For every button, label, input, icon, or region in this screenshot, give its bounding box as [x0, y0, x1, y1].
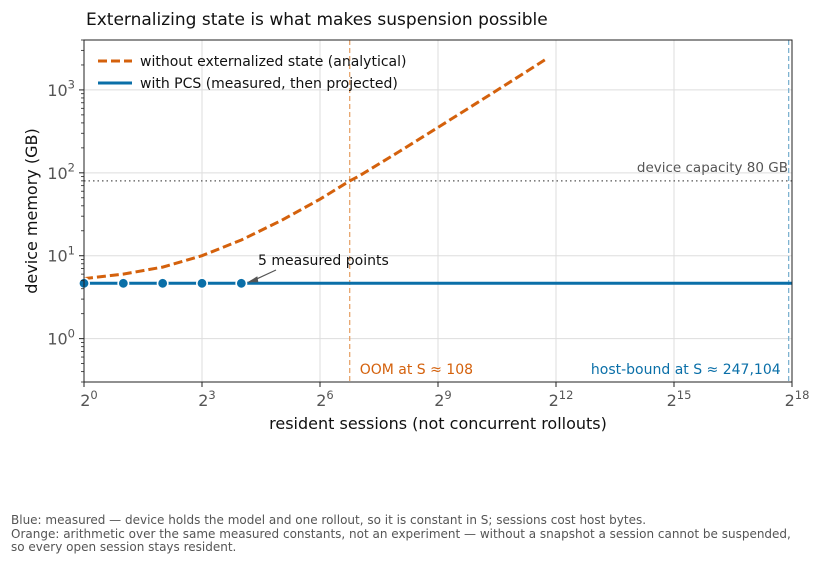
measured-point [235, 277, 248, 290]
x-tick-label: 26 [316, 388, 334, 410]
caption-line-orange: Orange: arithmetic over the same measure… [11, 526, 791, 554]
annotation-text: 5 measured points [258, 253, 389, 269]
measured-point [196, 277, 209, 290]
caption-line-blue: Blue: measured — device holds the model … [11, 513, 647, 527]
y-axis-label: device memory (GB) [22, 128, 41, 293]
legend-label-pcs: with PCS (measured, then projected) [140, 76, 398, 92]
reference-lines: device capacity 80 GB OOM at S ≈ 108 host-… [84, 40, 792, 382]
measured-point [156, 277, 169, 290]
x-tick-label: 23 [198, 388, 216, 410]
figure-caption: Blue: measured — device holds the model … [11, 513, 801, 555]
legend: without externalized state (analytical) w… [98, 54, 406, 92]
y-tick-label: 100 [47, 326, 75, 348]
x-tick-label: 218 [785, 388, 810, 410]
measured-point [117, 277, 130, 290]
series-line-analytical [84, 57, 548, 281]
host-bound-label: host-bound at S ≈ 247,104 [591, 362, 781, 378]
x-tick-label: 29 [434, 388, 452, 410]
chart-title: Externalizing state is what makes suspen… [86, 10, 548, 30]
y-tick-label: 103 [47, 78, 75, 100]
y-tick-label: 101 [47, 244, 75, 266]
ticks: 20 23 26 29 212 215 218 100 101 102 103 [47, 39, 810, 410]
grid [83, 40, 793, 382]
annotations: 5 measured points [247, 253, 389, 283]
x-tick-label: 20 [80, 388, 98, 410]
y-tick-label: 102 [47, 161, 75, 183]
x-tick-label: 215 [667, 388, 692, 410]
oom-label: OOM at S ≈ 108 [360, 362, 473, 378]
legend-label-analytical: without externalized state (analytical) [140, 54, 406, 70]
x-tick-label: 212 [549, 388, 574, 410]
annotation-arrowhead [247, 276, 259, 283]
x-axis-label: resident sessions (not concurrent rollou… [269, 414, 607, 433]
chart: Externalizing state is what makes suspen… [22, 10, 810, 433]
device-capacity-label: device capacity 80 GB [637, 160, 788, 176]
